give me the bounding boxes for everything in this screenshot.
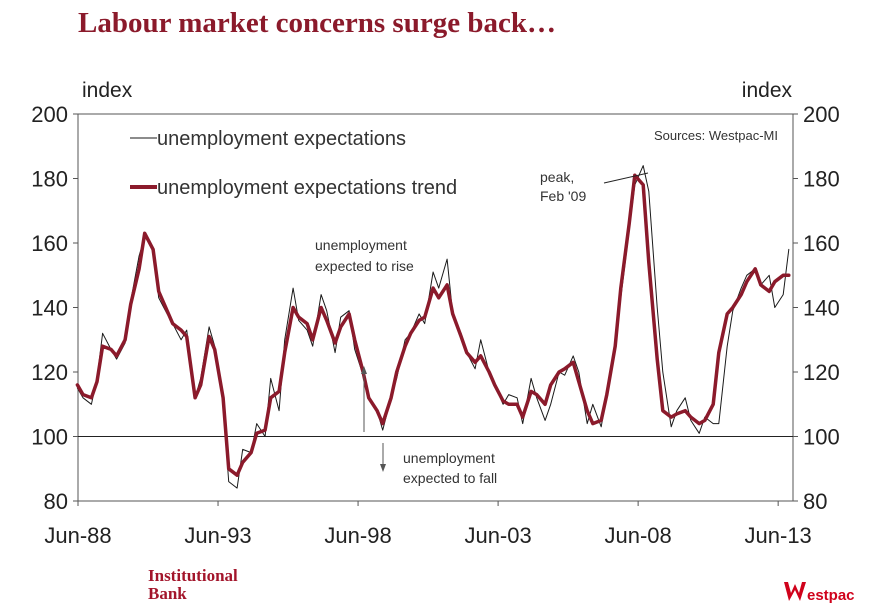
westpac-logo: estpac bbox=[784, 582, 855, 604]
series-line-trend bbox=[75, 173, 791, 477]
chart-title: Labour market concerns surge back… bbox=[78, 7, 556, 39]
y-tick-label-left: 180 bbox=[31, 167, 68, 192]
westpac-wordmark: estpac bbox=[807, 587, 855, 604]
institutional-bank-logo-line2: Bank bbox=[148, 584, 187, 603]
y-tick-label-right: 200 bbox=[803, 102, 840, 127]
left-axis-unit-label: index bbox=[82, 79, 133, 102]
y-tick-label-right: 120 bbox=[803, 360, 840, 385]
fall-arrow-head-icon bbox=[380, 464, 386, 472]
y-tick-label-left: 200 bbox=[31, 102, 68, 127]
x-tick-label: Jun-13 bbox=[745, 523, 812, 548]
y-tick-label-left: 80 bbox=[44, 489, 68, 514]
x-axis-ticks: Jun-88 Jun-93 Jun-98 Jun-03 Jun-08 Jun-13 bbox=[44, 501, 812, 548]
peak-annotation-line2: Feb '09 bbox=[540, 188, 586, 204]
peak-annotation-line1: peak, bbox=[540, 169, 574, 185]
y-axis-ticks: 200 200 180 180 160 160 140 140 120 120 100 100 80 80 bbox=[31, 102, 839, 514]
y-tick-label-left: 140 bbox=[31, 296, 68, 321]
rise-annotation-line2: expected to rise bbox=[315, 258, 414, 274]
institutional-bank-logo-line1: Institutional bbox=[148, 566, 238, 585]
series-layer bbox=[75, 165, 791, 489]
y-tick-label-right: 100 bbox=[803, 425, 840, 450]
y-tick-label-right: 160 bbox=[803, 231, 840, 256]
peak-pointer-line bbox=[603, 172, 649, 184]
right-axis-unit-label: index bbox=[742, 79, 793, 102]
y-tick-label-right: 180 bbox=[803, 167, 840, 192]
plot-frame bbox=[77, 113, 794, 502]
x-tick-label: Jun-98 bbox=[324, 523, 391, 548]
legend: unemployment expectations unemployment e… bbox=[130, 128, 457, 199]
rise-arrow-head-icon bbox=[361, 366, 367, 374]
y-tick-label-left: 120 bbox=[31, 360, 68, 385]
y-tick-label-left: 160 bbox=[31, 231, 68, 256]
y-tick-label-left: 100 bbox=[31, 425, 68, 450]
fall-annotation-line1: unemployment bbox=[403, 450, 495, 466]
x-tick-label: Jun-93 bbox=[184, 523, 251, 548]
legend-label-trend: unemployment expectations trend bbox=[157, 177, 457, 199]
x-tick-label: Jun-03 bbox=[464, 523, 531, 548]
rise-annotation-line1: unemployment bbox=[315, 237, 407, 253]
y-tick-label-right: 140 bbox=[803, 296, 840, 321]
legend-label-raw: unemployment expectations bbox=[157, 128, 406, 150]
x-tick-label: Jun-88 bbox=[44, 523, 111, 548]
x-tick-label: Jun-08 bbox=[604, 523, 671, 548]
source-note: Sources: Westpac-MI bbox=[654, 128, 778, 143]
westpac-w-icon bbox=[784, 582, 806, 601]
series-line-raw bbox=[76, 165, 790, 489]
fall-annotation-line2: expected to fall bbox=[403, 470, 497, 486]
y-tick-label-right: 80 bbox=[803, 489, 827, 514]
